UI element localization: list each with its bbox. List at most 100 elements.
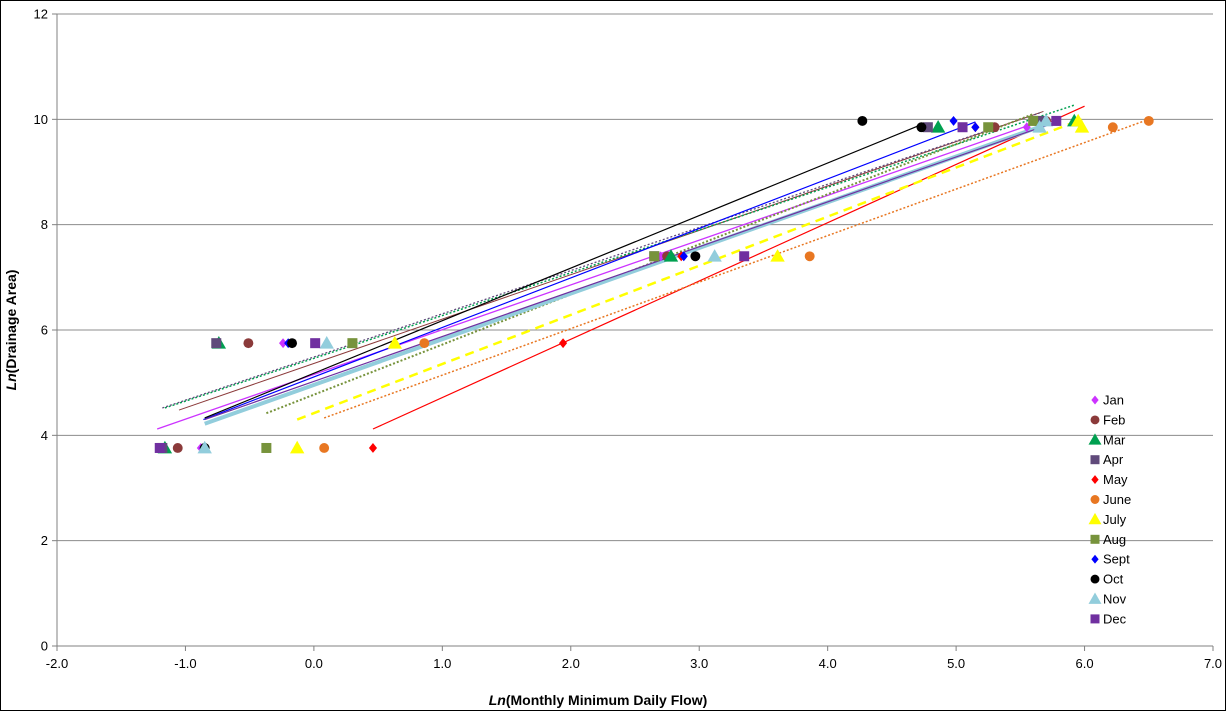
point-oct bbox=[287, 338, 298, 349]
legend-marker-jan bbox=[1091, 395, 1099, 405]
trendline-oct bbox=[204, 124, 922, 419]
trendline-feb bbox=[178, 110, 1044, 411]
y-tick-label: 2 bbox=[41, 533, 48, 548]
point-sept bbox=[949, 115, 958, 126]
point-dec bbox=[154, 442, 165, 453]
legend-marker-may bbox=[1091, 475, 1099, 485]
point-may bbox=[368, 443, 378, 453]
x-tick-labels: -2.0 -1.0 0.0 1.0 2.0 3.0 4.0 5.0 6.0 7.0 bbox=[46, 656, 1222, 671]
point-aug bbox=[1028, 115, 1039, 126]
legend-marker-sept bbox=[1091, 554, 1099, 564]
y-axis-title-rest: (Drainage Area) bbox=[3, 270, 19, 374]
trendline-sept bbox=[203, 121, 976, 421]
legend-label-feb: Feb bbox=[1103, 412, 1125, 427]
y-tick-label: 6 bbox=[41, 323, 48, 338]
legend-marker-apr bbox=[1090, 455, 1100, 465]
trendline-aug bbox=[266, 113, 1034, 415]
trendlines bbox=[156, 104, 1150, 430]
x-axis-title-rest: (Monthly Minimum Daily Flow) bbox=[506, 692, 707, 708]
legend-label-sept: Sept bbox=[1103, 552, 1130, 567]
x-tick-label: 6.0 bbox=[1076, 656, 1094, 671]
x-tick-label: 4.0 bbox=[819, 656, 837, 671]
legend-label-july: July bbox=[1103, 512, 1127, 527]
point-june bbox=[1143, 115, 1154, 126]
point-sept bbox=[971, 122, 980, 133]
legend-marker-oct bbox=[1090, 574, 1100, 584]
point-feb bbox=[243, 338, 254, 349]
legend-label-jan: Jan bbox=[1103, 393, 1124, 408]
x-tick-label: -2.0 bbox=[46, 656, 68, 671]
point-july bbox=[1070, 113, 1086, 127]
point-nov bbox=[319, 335, 334, 349]
y-tick-label: 8 bbox=[41, 217, 48, 232]
point-feb bbox=[172, 443, 183, 453]
x-tick-label: 7.0 bbox=[1204, 656, 1222, 671]
trendline-june bbox=[323, 118, 1150, 419]
legend-marker-nov bbox=[1088, 592, 1102, 604]
point-dec bbox=[957, 122, 968, 133]
point-nov bbox=[197, 440, 212, 454]
point-oct bbox=[690, 251, 701, 262]
point-june bbox=[804, 251, 815, 262]
point-oct bbox=[916, 122, 927, 133]
legend-label-apr: Apr bbox=[1103, 452, 1124, 467]
point-dec bbox=[1051, 115, 1062, 126]
legend-label-mar: Mar bbox=[1103, 432, 1126, 447]
trendline-apr bbox=[162, 112, 1040, 409]
point-nov bbox=[1032, 120, 1047, 133]
x-tick-label: 3.0 bbox=[690, 656, 708, 671]
x-axis-title: Ln(Monthly Minimum Daily Flow) bbox=[489, 692, 708, 708]
point-aug bbox=[983, 122, 994, 133]
point-july bbox=[770, 249, 785, 262]
point-june bbox=[319, 443, 330, 453]
legend-marker-dec bbox=[1090, 614, 1100, 624]
point-aug bbox=[261, 442, 272, 453]
x-tick-label: 1.0 bbox=[433, 656, 451, 671]
trendline-dec bbox=[204, 121, 1057, 421]
x-tick-label: 5.0 bbox=[947, 656, 965, 671]
y-tick-label: 10 bbox=[34, 112, 48, 127]
x-axis-title-prefix: Ln bbox=[489, 692, 506, 708]
legend-marker-feb bbox=[1090, 415, 1100, 425]
y-axis-title-prefix: Ln bbox=[3, 373, 19, 390]
point-oct bbox=[857, 115, 868, 126]
trendline-may bbox=[372, 105, 1085, 430]
point-aug bbox=[649, 251, 660, 262]
y-tick-labels: 0 2 4 6 8 10 12 bbox=[34, 7, 48, 654]
point-sept bbox=[679, 251, 688, 262]
legend: Jan Feb Mar Apr May June July Aug Sept Oct Nov Dec bbox=[1088, 393, 1131, 626]
x-tick-label: 0.0 bbox=[305, 656, 323, 671]
data-points bbox=[154, 113, 1154, 454]
y-tick-label: 4 bbox=[41, 428, 48, 443]
trendline-july bbox=[296, 118, 1083, 421]
x-tick-label: -1.0 bbox=[174, 656, 196, 671]
legend-marker-aug bbox=[1090, 534, 1100, 544]
y-tick-label: 12 bbox=[34, 7, 48, 22]
point-apr bbox=[211, 338, 222, 349]
point-jan bbox=[279, 338, 288, 349]
legend-marker-june bbox=[1090, 495, 1100, 504]
legend-marker-july bbox=[1088, 512, 1102, 525]
point-mar bbox=[930, 120, 946, 133]
point-nov bbox=[1038, 113, 1054, 127]
point-nov bbox=[707, 249, 722, 262]
legend-label-aug: Aug bbox=[1103, 532, 1126, 547]
legend-label-nov: Nov bbox=[1103, 592, 1127, 607]
y-tick-label: 0 bbox=[41, 639, 48, 654]
point-july bbox=[289, 440, 305, 454]
point-may bbox=[559, 338, 568, 349]
point-june bbox=[1107, 122, 1118, 133]
legend-label-june: June bbox=[1103, 492, 1131, 507]
point-dec bbox=[739, 251, 750, 262]
y-axis-title: Ln(Drainage Area) bbox=[3, 270, 19, 391]
point-july bbox=[387, 335, 403, 349]
legend-label-may: May bbox=[1103, 472, 1128, 487]
point-june bbox=[419, 338, 430, 349]
axes bbox=[52, 13, 1214, 651]
point-july bbox=[1074, 120, 1090, 133]
legend-label-dec: Dec bbox=[1103, 611, 1127, 626]
point-apr bbox=[922, 122, 933, 133]
x-tick-label: 2.0 bbox=[562, 656, 580, 671]
